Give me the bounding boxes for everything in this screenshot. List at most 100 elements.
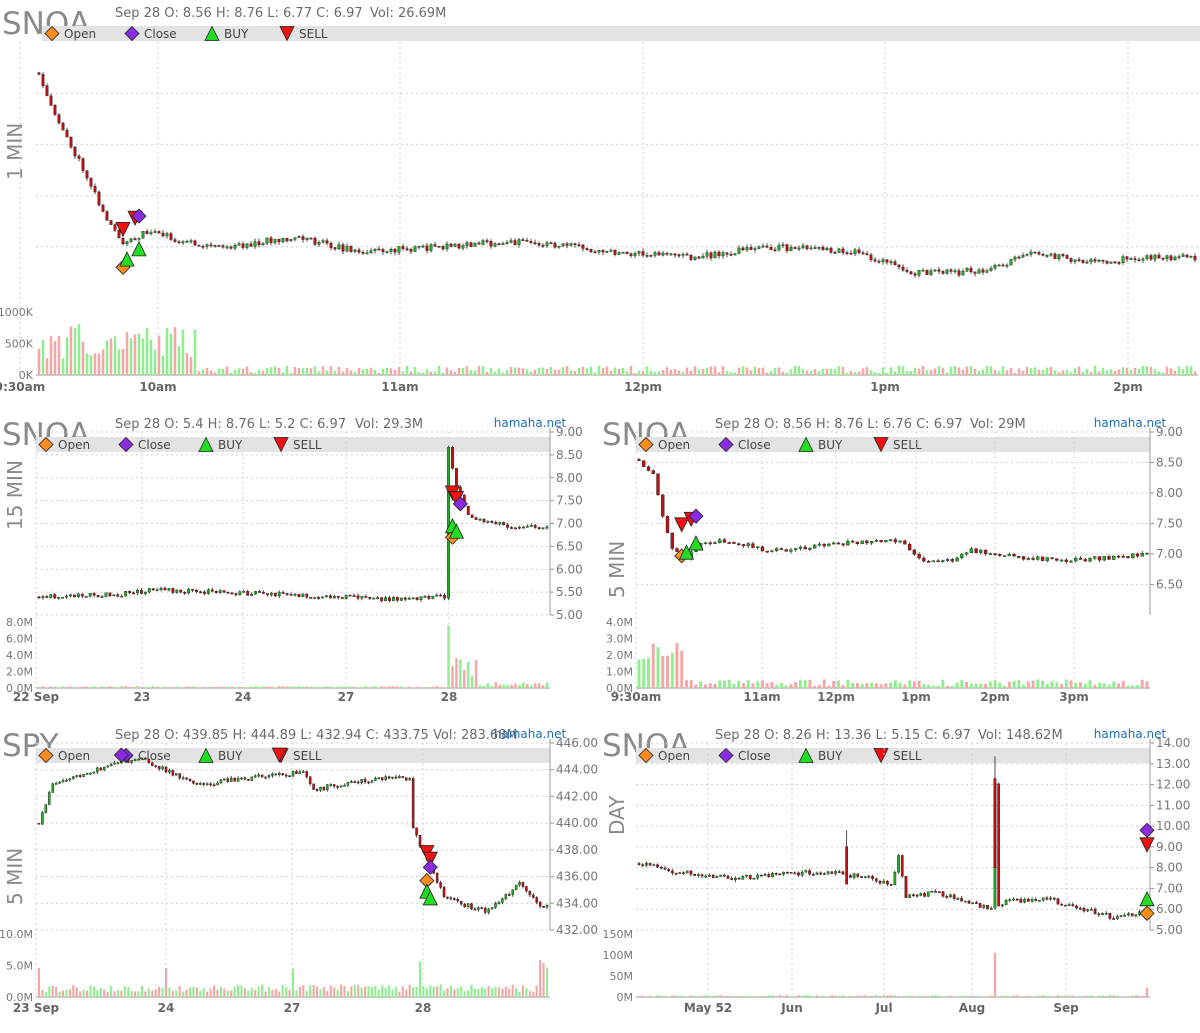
candle-body: [463, 903, 466, 908]
volume-bar: [195, 686, 198, 688]
volume-bar: [1109, 369, 1113, 375]
candle-body: [769, 246, 773, 250]
candle-body: [384, 597, 387, 602]
volume-bar: [477, 366, 481, 375]
volume-bar: [737, 367, 741, 375]
volume-bar: [993, 680, 997, 688]
volume-bar: [425, 369, 429, 375]
volume-bar: [141, 338, 145, 375]
candle-body: [1023, 898, 1026, 903]
candle-body: [289, 239, 293, 242]
candle-body: [177, 241, 181, 244]
volume-bar: [605, 366, 609, 375]
candle-body: [964, 552, 969, 555]
volume-bar: [144, 991, 147, 997]
volume-bar: [933, 368, 937, 375]
volume-bar: [187, 686, 190, 688]
volume-bar: [206, 991, 209, 997]
candle-body: [65, 779, 68, 782]
candle-body: [1031, 558, 1035, 560]
candle-body: [466, 506, 470, 515]
volume-bar: [530, 685, 533, 688]
volume-bar: [1127, 995, 1130, 997]
candle-body: [509, 240, 513, 243]
y-tick-label: 446.00: [556, 736, 598, 750]
candle-body: [1052, 897, 1056, 900]
candle-body: [765, 550, 769, 553]
candle-body: [202, 591, 206, 594]
ohlc-stats: Sep 28 O: 439.85 H: 444.89 L: 432.94 C: …: [115, 728, 429, 743]
legend-label-close: Close: [738, 438, 771, 452]
volume-bar: [539, 960, 542, 997]
candle-body: [1133, 258, 1137, 261]
candle-body: [356, 595, 360, 599]
volume-bar: [487, 986, 490, 997]
y-tick-label: 9.00: [1156, 425, 1183, 439]
candle-body: [708, 875, 711, 877]
candle-body: [265, 593, 269, 596]
x-tick-label: 9:30am: [0, 380, 45, 394]
candle-body: [233, 245, 237, 249]
volume-bar: [129, 338, 133, 375]
volume-bar: [565, 366, 569, 375]
candle-body: [246, 591, 250, 596]
volume-bar: [489, 367, 493, 375]
y-tick-label: 8.50: [1156, 456, 1183, 470]
volume-bar: [1097, 995, 1100, 997]
volume-bar: [346, 991, 349, 997]
candle-body: [247, 779, 250, 781]
candle-body: [793, 247, 797, 249]
volume-bar: [541, 367, 545, 375]
volume-bar: [745, 367, 749, 375]
candle-body: [449, 897, 453, 900]
candle-body: [1078, 558, 1083, 560]
candle-body: [897, 855, 900, 873]
candle-body: [199, 591, 202, 594]
candle-body: [237, 243, 241, 246]
volume-bar: [941, 996, 945, 997]
volume-bar: [242, 686, 245, 688]
volume-bar: [120, 686, 123, 688]
candle-body: [960, 553, 964, 559]
candle-body: [1127, 913, 1130, 916]
volume-bar: [817, 371, 821, 375]
volume-bar: [532, 991, 535, 997]
candle-body: [797, 247, 801, 250]
candle-body: [109, 763, 113, 767]
candle-body: [869, 541, 874, 544]
volume-bar: [333, 987, 336, 997]
candle-body: [419, 596, 423, 600]
candle-body: [376, 597, 380, 599]
legend-buy: BUY: [204, 25, 249, 41]
candle-body: [678, 872, 682, 875]
volume-bar: [975, 995, 978, 997]
candle-body: [295, 771, 298, 774]
volume-bar: [1055, 682, 1059, 688]
candle-body: [1015, 898, 1019, 901]
open-marker: [1139, 905, 1155, 921]
volume-bar: [133, 334, 137, 375]
legend-label-buy: BUY: [224, 27, 249, 41]
candle-body: [1049, 253, 1053, 256]
volume-bar: [313, 686, 316, 688]
volume-bar: [722, 680, 726, 688]
candle-body: [1041, 254, 1045, 256]
legend-label-sell: SELL: [893, 749, 922, 763]
volume-bar: [140, 687, 143, 688]
candle-body: [645, 255, 649, 257]
volume-bar: [1012, 681, 1016, 688]
volume-bar: [270, 686, 273, 688]
volume-bar: [106, 991, 109, 997]
volume-bar: [1026, 681, 1030, 688]
x-tick-label: 2pm: [1113, 380, 1142, 394]
volume-bar: [528, 991, 531, 997]
volume-bar: [121, 349, 125, 375]
volume-bar: [1117, 369, 1121, 375]
candle-body: [489, 241, 493, 247]
volume-bar: [305, 991, 308, 997]
volume-bar: [1045, 683, 1049, 688]
volume-bar: [965, 366, 969, 375]
volume-bar: [712, 996, 715, 997]
candle-body: [289, 594, 293, 596]
candle-body: [1112, 555, 1116, 560]
